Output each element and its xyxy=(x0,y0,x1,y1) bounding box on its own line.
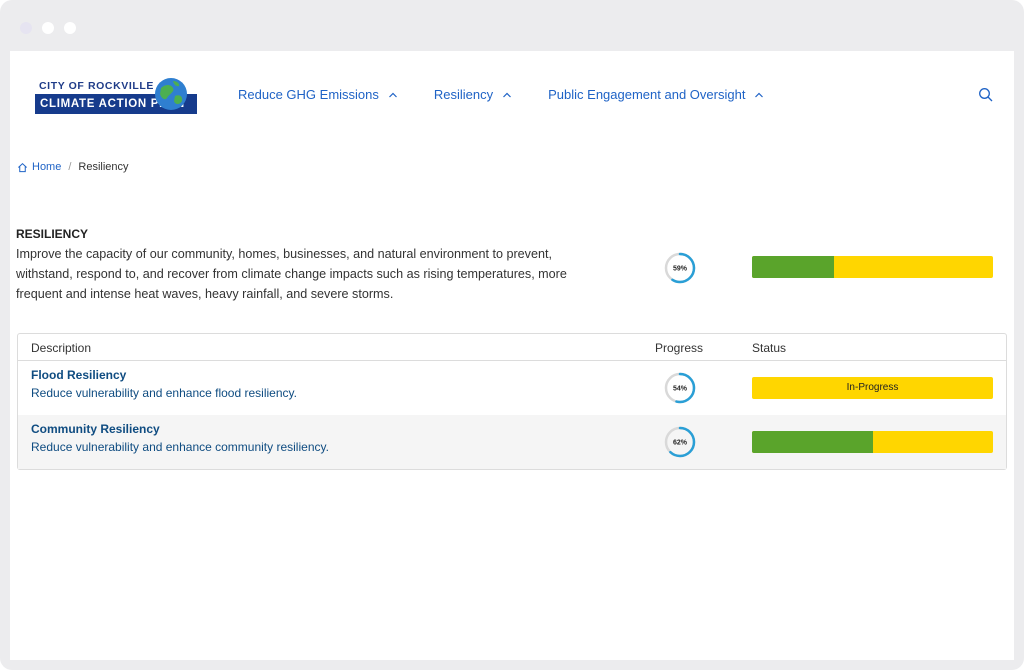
logo-city-text: CITY OF ROCKVILLE xyxy=(39,80,155,92)
progress-ring: 54% xyxy=(664,372,696,404)
window-controls xyxy=(20,22,76,34)
chevron-up-icon xyxy=(755,92,764,97)
progress-ring: 62% xyxy=(664,426,696,458)
progress-ring-arc xyxy=(664,372,696,404)
progress-ring-arc xyxy=(664,426,696,458)
nav-resiliency-label: Resiliency xyxy=(433,87,494,102)
nav-reduce-ghg[interactable]: Reduce GHG Emissions xyxy=(238,87,398,102)
nav-public-engagement[interactable]: Public Engagement and Oversight xyxy=(548,87,764,102)
page-viewport: CITY OF ROCKVILLE CLIMATE ACTION PLAN Re… xyxy=(10,51,1014,660)
nav-resiliency[interactable]: Resiliency xyxy=(434,87,512,102)
row-title-link[interactable]: Community Resiliency xyxy=(31,422,160,436)
window-dot-close[interactable] xyxy=(20,22,32,34)
chevron-up-icon xyxy=(503,92,512,97)
site-logo[interactable]: CITY OF ROCKVILLE CLIMATE ACTION PLAN xyxy=(35,76,197,116)
table-row[interactable]: Flood Resiliency Reduce vulnerability an… xyxy=(18,361,1006,415)
row-description: Reduce vulnerability and enhance communi… xyxy=(31,440,329,454)
chevron-up-icon xyxy=(388,92,397,97)
site-header: CITY OF ROCKVILLE CLIMATE ACTION PLAN Re… xyxy=(10,51,1014,141)
header-status: Status xyxy=(752,341,787,355)
progress-ring: 59% xyxy=(664,252,696,284)
main-nav: Reduce GHG Emissions Resiliency Public E… xyxy=(238,87,800,102)
status-bar xyxy=(752,256,993,278)
progress-ring-label: 62% xyxy=(673,440,688,447)
progress-ring-arc xyxy=(664,252,696,284)
progress-ring-label: 59% xyxy=(673,266,688,273)
progress-ring-label: 54% xyxy=(673,386,688,393)
home-icon xyxy=(18,162,27,172)
header-progress: Progress xyxy=(655,341,704,355)
row-title-link[interactable]: Flood Resiliency xyxy=(31,368,127,382)
status-bar-complete xyxy=(752,256,834,278)
subgoals-table: Description Progress Status Flood Resili… xyxy=(17,333,1007,470)
search-icon[interactable] xyxy=(978,87,994,103)
page-title: RESILIENCY xyxy=(16,227,89,241)
header-description: Description xyxy=(31,341,92,355)
breadcrumb: Home / Resiliency xyxy=(17,161,129,173)
nav-reduce-ghg-label: Reduce GHG Emissions xyxy=(238,87,379,102)
status-label: In-Progress xyxy=(846,382,899,393)
globe-icon xyxy=(155,78,187,110)
section-description: Improve the capacity of our community, h… xyxy=(16,247,567,301)
breadcrumb-home-label: Home xyxy=(32,161,62,173)
status-bar xyxy=(752,431,993,453)
status-bar: In-Progress xyxy=(752,377,993,399)
breadcrumb-current: Resiliency xyxy=(78,161,129,173)
breadcrumb-separator: / xyxy=(68,161,72,173)
table-header: Description Progress Status xyxy=(18,334,1006,361)
nav-public-engagement-label: Public Engagement and Oversight xyxy=(548,87,746,102)
window-dot-minimize[interactable] xyxy=(42,22,54,34)
row-description: Reduce vulnerability and enhance flood r… xyxy=(31,386,297,400)
table-row[interactable]: Community Resiliency Reduce vulnerabilit… xyxy=(18,415,1006,469)
breadcrumb-home[interactable]: Home xyxy=(17,161,61,173)
window-dot-maximize[interactable] xyxy=(64,22,76,34)
status-bar-complete xyxy=(752,431,873,453)
